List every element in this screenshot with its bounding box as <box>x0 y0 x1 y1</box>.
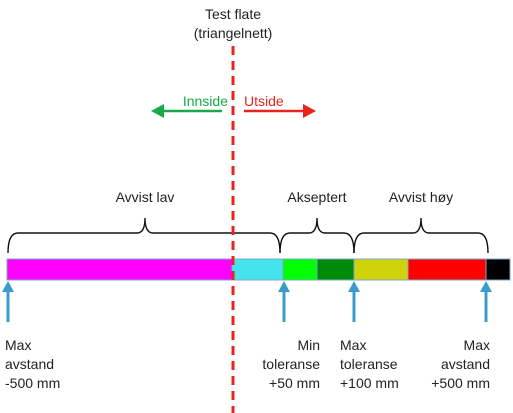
marker-label-line: avstand <box>5 356 55 372</box>
tolerance-bar <box>6 258 511 281</box>
surface-title: Test flate (triangelnett) <box>183 5 283 43</box>
marker-label-max-tol: Max toleranse +100 mm <box>340 336 399 393</box>
marker-label-line: Max <box>463 337 490 353</box>
outside-label: Utside <box>244 93 284 109</box>
marker-arrowhead-max-low <box>2 281 14 292</box>
range-label-accepted: Akseptert <box>287 189 347 205</box>
marker-label-max-high: Max avstand +500 mm <box>410 336 490 393</box>
marker-label-line: Max <box>340 337 367 353</box>
inside-arrow-head <box>151 104 164 118</box>
brace-accepted <box>279 217 355 254</box>
segment-red <box>407 258 487 281</box>
range-braces <box>7 217 489 254</box>
marker-label-line: +100 mm <box>340 375 399 391</box>
segment-cyan <box>231 258 284 281</box>
outside-arrow-head <box>303 104 316 118</box>
marker-label-line: +500 mm <box>431 375 490 391</box>
marker-arrowhead-min-tol <box>278 281 290 292</box>
marker-label-line: avstand <box>440 356 490 372</box>
range-label-rejected-high: Avvist høy <box>388 189 454 205</box>
marker-label-line: +50 mm <box>269 375 320 391</box>
marker-label-line: Max <box>5 337 32 353</box>
segment-dark-green <box>316 258 355 281</box>
range-label-rejected-low: Avvist lav <box>115 189 175 205</box>
marker-arrows <box>2 281 492 322</box>
marker-arrowhead-max-high <box>480 281 492 292</box>
segment-black <box>485 258 511 281</box>
segment-yellow-green <box>353 258 409 281</box>
segment-bright-green <box>282 258 318 281</box>
brace-rejected-low <box>7 217 281 254</box>
surface-title-line2: (triangelnett) <box>193 25 273 41</box>
marker-label-line: -500 mm <box>5 375 61 391</box>
marker-label-line: Min <box>297 337 320 353</box>
surface-title-line1: Test flate <box>204 6 262 22</box>
marker-label-line: toleranse <box>262 356 320 372</box>
marker-label-min-tol: Min toleranse +50 mm <box>240 336 320 393</box>
inside-label: Innside <box>182 93 228 109</box>
brace-rejected-high <box>353 217 489 254</box>
segment-magenta <box>6 258 233 281</box>
marker-label-max-low: Max avstand -500 mm <box>5 336 60 393</box>
direction-arrows <box>151 104 316 118</box>
marker-label-line: toleranse <box>340 356 398 372</box>
marker-arrowhead-max-tol <box>348 281 360 292</box>
